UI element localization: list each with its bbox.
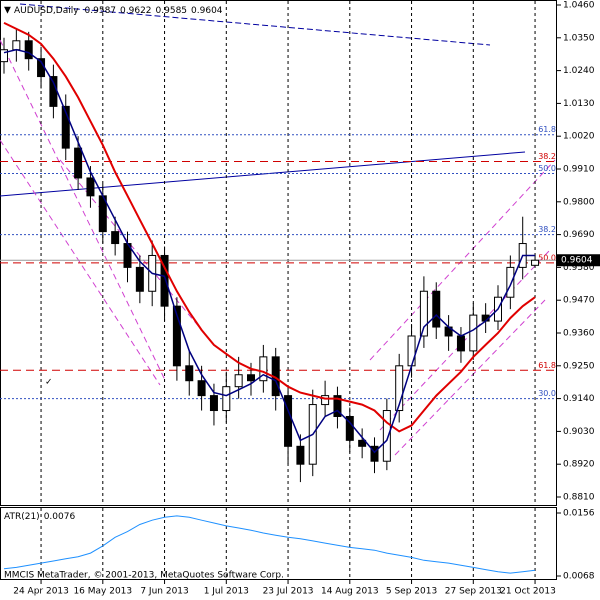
candle-body: [321, 395, 330, 406]
indicator-value: 0.0076: [44, 512, 76, 522]
candle-body: [506, 266, 515, 298]
y-tick-label: 0.9910: [563, 165, 595, 175]
candle-body: [172, 305, 181, 367]
channel-line: [0, 139, 161, 386]
y-tick-label: 1.0020: [563, 132, 595, 142]
candle-body: [382, 410, 391, 462]
candle-body: [456, 335, 465, 352]
y-tick-label: 0.0156: [563, 509, 595, 519]
level-label: 38.2: [538, 225, 556, 234]
indicator-title: ATR(21) 0.0076: [4, 512, 75, 522]
y-tick-label: 1.0460: [563, 1, 595, 11]
price-tag: [557, 254, 600, 267]
y-tick-label: 0.9690: [563, 230, 595, 240]
level-label: 38.2: [538, 152, 556, 161]
candle-body: [370, 445, 379, 462]
candle-body: [358, 439, 367, 447]
candle-body: [432, 290, 441, 328]
candle-body: [135, 266, 144, 292]
ohlc-open: 0.9587: [85, 6, 117, 16]
ohlc-high: 0.9622: [120, 6, 152, 16]
moving-average: [3, 48, 535, 454]
channel-line: [379, 249, 551, 431]
candle-body: [469, 314, 478, 352]
candle-body: [0, 49, 8, 63]
y-tick-label: 0.9250: [563, 361, 595, 371]
candle-body: [111, 231, 120, 245]
candle-body: [247, 374, 255, 382]
menu-arrow: ▼: [4, 6, 11, 16]
candle-body: [209, 395, 218, 412]
candle-body: [259, 356, 268, 382]
candle-body: [74, 147, 83, 179]
channel-line: [369, 159, 556, 361]
y-tick-label: 0.9030: [563, 427, 595, 437]
y-tick-label: 0.9800: [563, 197, 595, 207]
y-tick-label: 0.8810: [563, 493, 595, 503]
x-tick-label: 24 Apr 2013: [13, 587, 69, 597]
candle-body: [86, 177, 95, 197]
trend-line: [19, 3, 491, 46]
level-label: 50.0: [538, 164, 556, 173]
check-icon: ✓: [45, 378, 53, 388]
level-label: 30.0: [538, 389, 556, 398]
y-tick-label: 1.0240: [563, 66, 595, 76]
y-tick-label: 0.9360: [563, 329, 595, 339]
level-label: 61.8: [538, 125, 556, 134]
moving-average: [3, 21, 536, 433]
x-tick-label: 27 Sep 2013: [445, 587, 502, 597]
x-tick-label: 14 Aug 2013: [321, 587, 379, 597]
candle-body: [234, 374, 243, 388]
indicator-frame: [0, 507, 557, 580]
candle-body: [160, 254, 169, 307]
channel-line: [394, 299, 546, 456]
x-tick-label: 21 Oct 2013: [500, 587, 556, 597]
level-label: 50.0: [538, 253, 556, 262]
candle-body: [185, 365, 194, 382]
candle-body: [333, 395, 342, 417]
candle-body: [296, 445, 305, 465]
x-tick-label: 7 Jun 2013: [140, 587, 188, 597]
candle-body: [61, 105, 70, 149]
y-tick-label: 1.0130: [563, 99, 595, 109]
indicator-line: [3, 515, 536, 574]
candle-body: [531, 259, 540, 266]
price-tag-label: 0.9604: [561, 256, 593, 266]
footer: MMCIS MetaTrader, © 2001-2013, MetaQuote…: [4, 571, 284, 581]
candle-body: [24, 40, 33, 60]
candle-body: [222, 386, 231, 412]
symbol: AUDUSD,Daily: [14, 6, 79, 16]
channel-line: [59, 159, 211, 341]
y-tick-label: 1.0350: [563, 33, 595, 43]
indicator-name: ATR(21): [4, 512, 40, 522]
x-tick-label: 23 Jul 2013: [263, 587, 314, 597]
ohlc-low: 0.9585: [156, 6, 188, 16]
channel-line: [0, 39, 166, 381]
candle-body: [395, 365, 404, 412]
y-tick-label: 0.0068: [563, 572, 595, 582]
y-tick-label: 0.9470: [563, 296, 595, 306]
candle-body: [419, 290, 428, 337]
candle-body: [284, 395, 293, 447]
candle-body: [345, 415, 354, 441]
level-label: 61.8: [538, 361, 556, 370]
main-frame: [0, 0, 557, 506]
candle-body: [12, 40, 21, 51]
ohlc-close: 0.9604: [191, 6, 223, 16]
y-tick-label: 0.8920: [563, 460, 595, 470]
y-tick-label: 0.9580: [563, 263, 595, 273]
candle-body: [407, 335, 416, 367]
x-tick-label: 16 May 2013: [73, 587, 132, 597]
chart-title: AUDUSD,Daily 0.9587 0.9622 0.9585 0.9604: [14, 6, 223, 16]
x-tick-label: 1 Jul 2013: [204, 587, 249, 597]
y-tick-label: 0.9140: [563, 394, 595, 404]
candle-body: [197, 380, 206, 397]
x-tick-label: 5 Sep 2013: [386, 587, 437, 597]
